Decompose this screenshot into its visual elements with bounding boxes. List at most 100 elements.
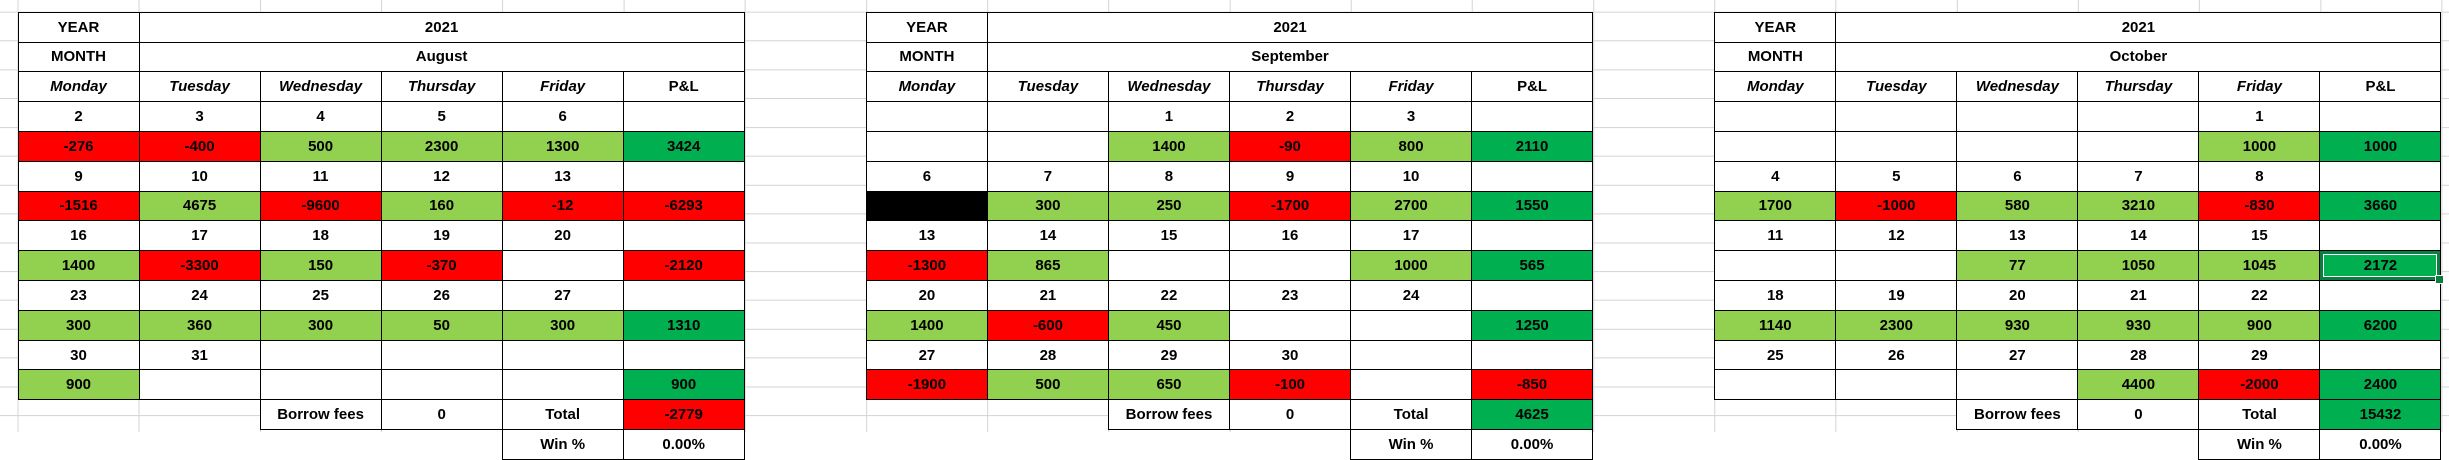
value-cell[interactable]: -370	[380, 250, 503, 281]
date-cell[interactable]: 20	[865, 280, 988, 311]
pnl-header-cell[interactable]: P&L	[622, 71, 745, 103]
date-cell[interactable]: 9	[1228, 160, 1352, 192]
year-label-cell[interactable]: YEAR	[865, 11, 988, 43]
value-cell[interactable]	[865, 130, 988, 162]
win-pct-label-cell[interactable]: Win %	[2198, 429, 2321, 460]
sheet-cell[interactable]	[1836, 400, 1957, 430]
date-cell[interactable]	[259, 339, 382, 371]
value-cell[interactable]: -600	[986, 309, 1109, 341]
holiday-cell[interactable]	[865, 190, 988, 222]
date-cell[interactable]: 6	[501, 101, 624, 132]
pnl-spacer-cell[interactable]	[622, 101, 745, 132]
pnl-cell[interactable]: 2110	[1471, 130, 1594, 162]
value-cell[interactable]: 250	[1107, 190, 1230, 222]
value-cell[interactable]: -3300	[138, 250, 261, 281]
date-cell[interactable]: 25	[1714, 339, 1837, 371]
borrow-fees-label-cell[interactable]: Borrow fees	[1956, 399, 2079, 431]
day-header-tuesday[interactable]: Tuesday	[1835, 71, 1958, 103]
date-cell[interactable]	[865, 101, 988, 132]
value-cell[interactable]: 580	[1956, 190, 2079, 222]
date-cell[interactable]: 5	[380, 101, 503, 132]
date-cell[interactable]	[1835, 101, 1958, 132]
date-cell[interactable]: 6	[1956, 160, 2079, 192]
sheet-cell[interactable]	[866, 400, 987, 430]
value-cell[interactable]: 1045	[2198, 250, 2321, 281]
date-cell[interactable]: 9	[17, 160, 140, 192]
date-cell[interactable]: 27	[501, 280, 624, 311]
date-cell[interactable]: 3	[1350, 101, 1473, 132]
date-cell[interactable]: 10	[1350, 160, 1473, 192]
value-cell[interactable]: 4400	[2077, 369, 2200, 401]
value-cell[interactable]	[1714, 250, 1837, 281]
pnl-cell[interactable]: 1250	[1471, 309, 1594, 341]
date-cell[interactable]	[1714, 101, 1837, 132]
total-value-cell[interactable]: -2779	[622, 399, 745, 431]
month-label-cell[interactable]: MONTH	[865, 41, 988, 73]
value-cell[interactable]: 1400	[1107, 130, 1230, 162]
date-cell[interactable]: 28	[2077, 339, 2200, 371]
value-cell[interactable]: -1516	[17, 190, 140, 222]
pnl-cell[interactable]: -6293	[622, 190, 745, 222]
date-cell[interactable]: 3	[138, 101, 261, 132]
pnl-spacer-cell[interactable]	[622, 220, 745, 252]
value-cell[interactable]: 3210	[2077, 190, 2200, 222]
value-cell[interactable]: 150	[259, 250, 382, 281]
value-cell[interactable]: 650	[1107, 369, 1230, 401]
day-header-monday[interactable]: Monday	[865, 71, 988, 103]
win-pct-value-cell[interactable]: 0.00%	[2319, 429, 2442, 460]
date-cell[interactable]: 24	[138, 280, 261, 311]
date-cell[interactable]: 1	[1107, 101, 1230, 132]
total-label-cell[interactable]: Total	[1350, 399, 1473, 431]
day-header-monday[interactable]: Monday	[1714, 71, 1837, 103]
month-label-cell[interactable]: MONTH	[17, 41, 140, 73]
pnl-spacer-cell[interactable]	[622, 280, 745, 311]
date-cell[interactable]: 17	[1350, 220, 1473, 252]
pnl-spacer-cell[interactable]	[1471, 339, 1594, 371]
value-cell[interactable]: -90	[1228, 130, 1352, 162]
value-cell[interactable]: 1140	[1714, 309, 1837, 341]
value-cell[interactable]: -400	[138, 130, 261, 162]
sheet-cell[interactable]	[1715, 430, 1836, 460]
sheet-cell[interactable]	[1229, 430, 1350, 460]
date-cell[interactable]: 27	[1956, 339, 2079, 371]
value-cell[interactable]: 50	[380, 309, 503, 341]
year-value-cell[interactable]: 2021	[986, 11, 1594, 43]
date-cell[interactable]: 26	[380, 280, 503, 311]
value-cell[interactable]: -1700	[1228, 190, 1352, 222]
value-cell[interactable]: 2300	[1835, 309, 1958, 341]
borrow-fees-label-cell[interactable]: Borrow fees	[259, 399, 382, 431]
date-cell[interactable]: 4	[1714, 160, 1837, 192]
sheet-cell[interactable]	[1836, 430, 1957, 460]
pnl-spacer-cell[interactable]	[1471, 220, 1594, 252]
date-cell[interactable]: 8	[1107, 160, 1230, 192]
pnl-cell[interactable]: 900	[622, 369, 745, 401]
date-cell[interactable]: 2	[17, 101, 140, 132]
pnl-spacer-cell[interactable]	[2319, 280, 2442, 311]
value-cell[interactable]: -1900	[865, 369, 988, 401]
win-pct-label-cell[interactable]: Win %	[501, 429, 624, 460]
value-cell[interactable]: 1300	[501, 130, 624, 162]
pnl-spacer-cell[interactable]	[1471, 160, 1594, 192]
date-cell[interactable]: 23	[1228, 280, 1352, 311]
value-cell[interactable]: 1400	[865, 309, 988, 341]
value-cell[interactable]: 2700	[1350, 190, 1473, 222]
day-header-wednesday[interactable]: Wednesday	[259, 71, 382, 103]
value-cell[interactable]	[1714, 130, 1837, 162]
date-cell[interactable]: 27	[865, 339, 988, 371]
value-cell[interactable]: 1400	[17, 250, 140, 281]
date-cell[interactable]	[2077, 101, 2200, 132]
value-cell[interactable]	[1835, 250, 1958, 281]
year-label-cell[interactable]: YEAR	[1714, 11, 1837, 43]
date-cell[interactable]: 8	[2198, 160, 2321, 192]
date-cell[interactable]: 19	[1835, 280, 1958, 311]
day-header-thursday[interactable]: Thursday	[1228, 71, 1352, 103]
day-header-friday[interactable]: Friday	[2198, 71, 2321, 103]
date-cell[interactable]: 13	[865, 220, 988, 252]
date-cell[interactable]: 1	[2198, 101, 2321, 132]
date-cell[interactable]: 21	[986, 280, 1109, 311]
pnl-spacer-cell[interactable]	[1471, 280, 1594, 311]
date-cell[interactable]: 30	[1228, 339, 1352, 371]
value-cell[interactable]: -2000	[2198, 369, 2321, 401]
date-cell[interactable]: 6	[865, 160, 988, 192]
sheet-cell[interactable]	[381, 430, 502, 460]
